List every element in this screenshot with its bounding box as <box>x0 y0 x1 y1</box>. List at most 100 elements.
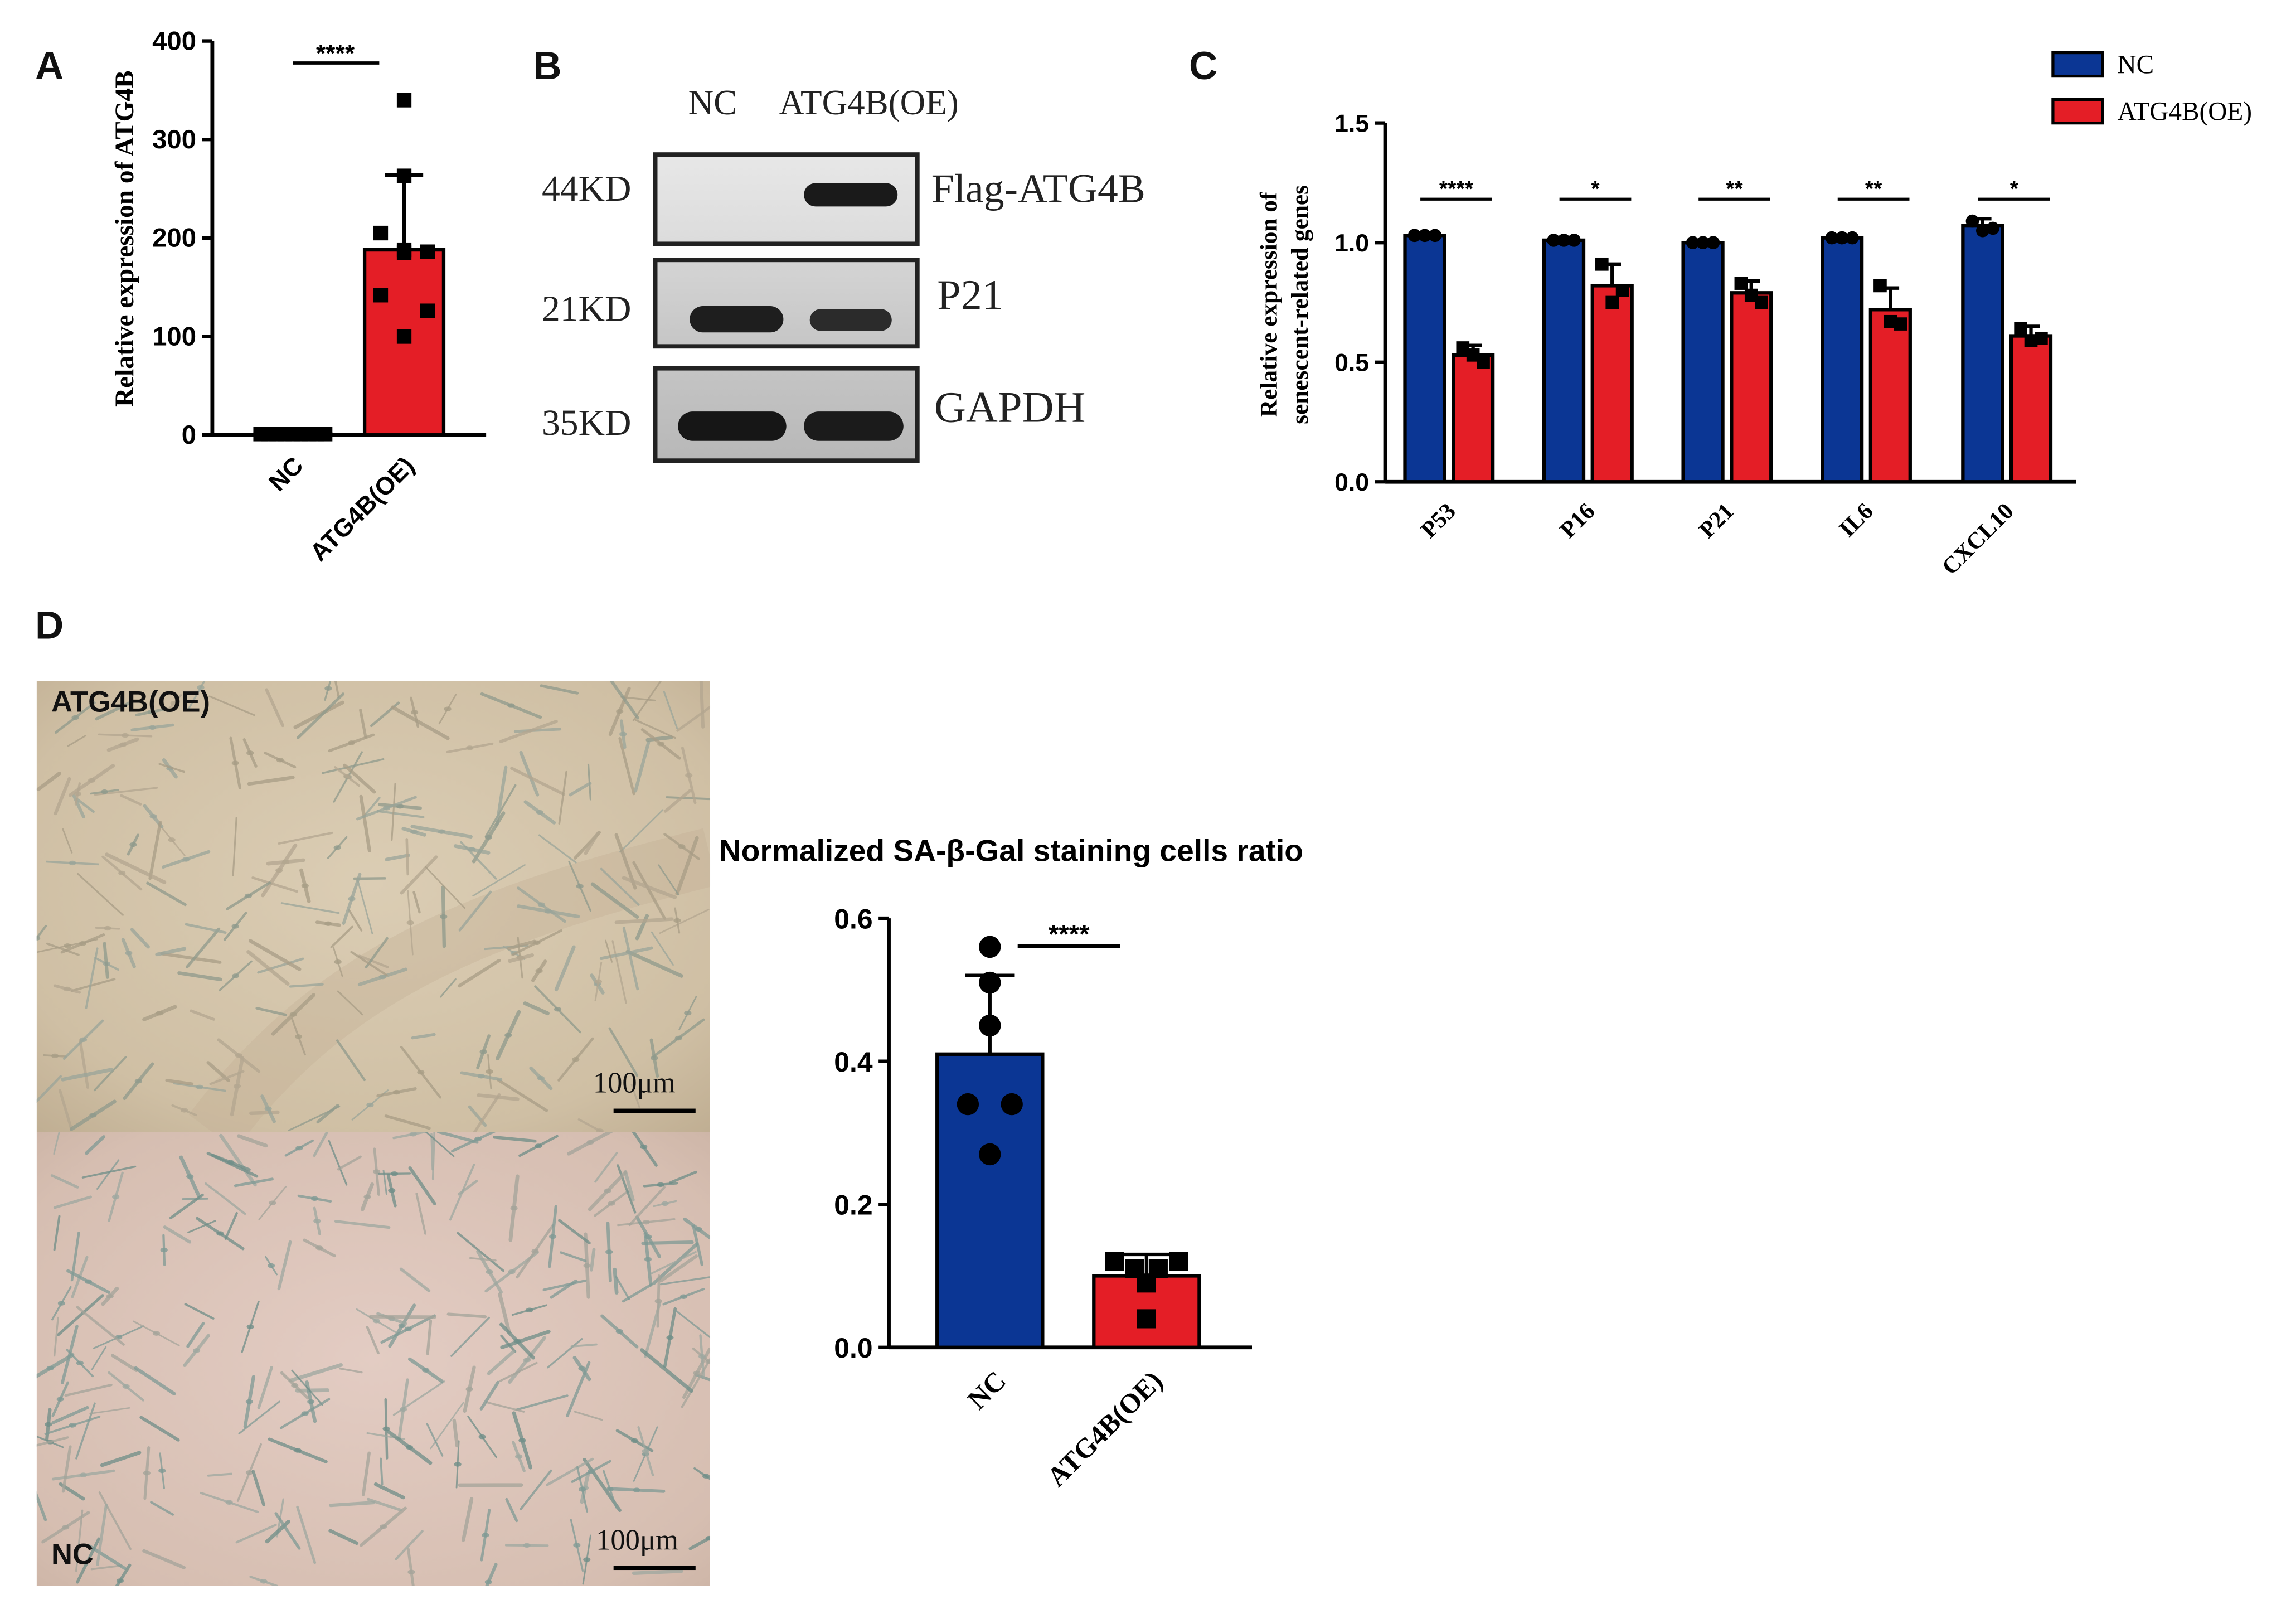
cell <box>515 1394 569 1411</box>
cell <box>297 692 345 739</box>
cell-nucleus <box>216 1231 224 1236</box>
cell <box>139 1416 180 1442</box>
cell-nucleus <box>379 1524 387 1529</box>
cell-nucleus <box>477 1074 485 1079</box>
cell <box>251 1470 266 1506</box>
cell-nucleus <box>486 1269 493 1274</box>
cell-nucleus <box>313 1218 321 1224</box>
cell-nucleus <box>554 1007 562 1012</box>
cell-nucleus <box>231 973 240 978</box>
cell-nucleus <box>129 842 137 847</box>
data-point <box>1428 229 1442 243</box>
cell <box>295 1388 330 1393</box>
cell <box>208 695 255 716</box>
cell-nucleus <box>504 1033 512 1038</box>
cell <box>85 1135 106 1155</box>
cell-nucleus <box>508 1269 516 1274</box>
cell-nucleus <box>549 1234 557 1239</box>
cell-nucleus <box>422 1368 430 1373</box>
cell-nucleus <box>231 924 239 929</box>
data-point <box>1846 231 1859 245</box>
cell-nucleus <box>104 925 111 931</box>
data-point <box>979 1014 1001 1037</box>
y-tick-label: 1.5 <box>1334 110 1369 137</box>
cell <box>160 952 222 964</box>
cell <box>676 705 711 732</box>
cell-nucleus <box>606 1486 614 1492</box>
cell <box>219 1133 257 1187</box>
cell-nucleus <box>644 1234 652 1239</box>
cell-nucleus <box>594 979 602 984</box>
cell <box>634 740 651 793</box>
cell-nucleus <box>604 1188 611 1194</box>
cell-nucleus <box>378 974 387 980</box>
cell-nucleus <box>88 778 96 783</box>
cell <box>570 1343 598 1348</box>
cell <box>329 1501 376 1508</box>
cell-nucleus <box>537 1075 545 1081</box>
cell-nucleus <box>535 1143 542 1148</box>
cell-nucleus <box>89 1113 97 1118</box>
cell <box>36 772 61 792</box>
cell-nucleus <box>513 1339 521 1344</box>
cell-nucleus <box>79 1472 88 1477</box>
cell <box>431 1132 435 1180</box>
cell <box>36 1491 47 1521</box>
cell <box>391 705 450 740</box>
cell <box>415 1193 426 1235</box>
cell-nucleus <box>405 1445 414 1450</box>
data-point <box>1873 279 1887 293</box>
cell <box>76 1306 125 1346</box>
cell-nucleus <box>62 1525 70 1530</box>
cell <box>277 1240 292 1291</box>
cell-nucleus <box>578 1366 586 1371</box>
cell <box>186 927 221 968</box>
cell-nucleus <box>100 789 109 794</box>
cell-nucleus <box>407 1569 415 1574</box>
cell <box>630 1084 640 1108</box>
cell-nucleus <box>409 1132 417 1137</box>
cell-nucleus <box>578 1487 586 1492</box>
cell <box>457 958 501 988</box>
cell <box>589 1247 596 1272</box>
cell <box>634 719 676 739</box>
cell <box>321 758 385 774</box>
cell <box>366 1326 380 1355</box>
cell <box>542 1279 587 1291</box>
cell-nucleus <box>515 1454 523 1459</box>
x-tick-label: ATG4B(OE) <box>305 452 420 566</box>
data-point <box>979 936 1001 958</box>
cell <box>520 1469 552 1511</box>
data-point <box>1001 1093 1023 1116</box>
cell <box>265 688 285 728</box>
bar <box>1452 353 1495 484</box>
cell-nucleus <box>630 1438 639 1443</box>
cell-nucleus <box>295 1146 303 1151</box>
cell <box>411 1033 436 1040</box>
cell <box>496 1078 548 1112</box>
cell <box>430 1133 434 1171</box>
cell <box>405 838 410 876</box>
cell-nucleus <box>478 1434 486 1440</box>
data-point <box>2024 334 2038 347</box>
cell <box>337 1155 362 1171</box>
cell-nucleus <box>118 870 126 876</box>
cell-nucleus <box>294 1448 302 1453</box>
data-point <box>1104 1252 1124 1271</box>
cell-nucleus <box>605 1249 613 1254</box>
cell <box>278 831 334 845</box>
cell-nucleus <box>246 750 254 755</box>
cell <box>605 939 613 963</box>
cell-nucleus <box>537 902 545 907</box>
chart-c: 0.0 0.5 1.0 1.5 Relative expression of senesc… <box>1256 50 2252 580</box>
cell <box>163 1225 192 1244</box>
cell-nucleus <box>63 986 71 992</box>
cell-nucleus <box>294 1034 303 1039</box>
cell-nucleus <box>168 837 176 842</box>
cell <box>103 942 109 979</box>
cell <box>632 1569 683 1576</box>
cell <box>473 1093 501 1132</box>
cell <box>362 797 381 818</box>
cell-nucleus <box>79 1037 88 1043</box>
